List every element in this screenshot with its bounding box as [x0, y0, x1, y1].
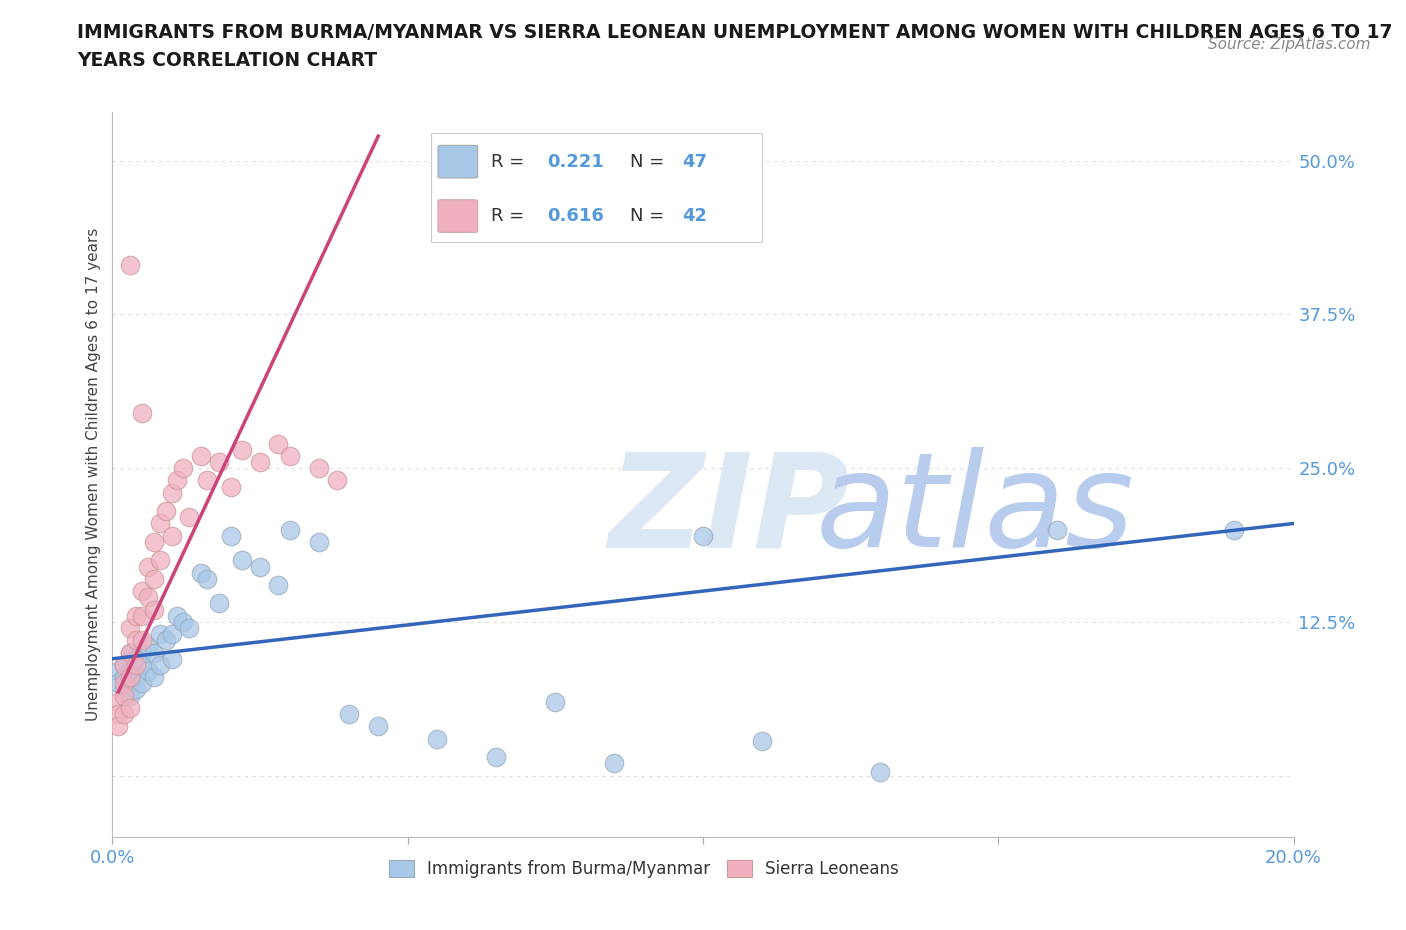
- Point: [308, 460, 330, 475]
- Point: [136, 590, 159, 604]
- Point: [249, 559, 271, 574]
- Point: [149, 516, 172, 531]
- Point: [120, 645, 142, 660]
- Point: [112, 676, 135, 691]
- Point: [179, 510, 201, 525]
- Point: [120, 676, 142, 691]
- Point: [142, 645, 165, 660]
- Point: [120, 620, 142, 635]
- Point: [131, 405, 153, 420]
- Point: [1046, 522, 1069, 537]
- Point: [149, 627, 172, 642]
- Point: [231, 553, 253, 568]
- Point: [125, 658, 148, 672]
- Point: [125, 670, 148, 684]
- Point: [112, 707, 135, 722]
- Point: [172, 460, 194, 475]
- Point: [278, 522, 301, 537]
- Legend: Immigrants from Burma/Myanmar, Sierra Leoneans: Immigrants from Burma/Myanmar, Sierra Le…: [381, 852, 907, 886]
- Point: [131, 676, 153, 691]
- Point: [107, 676, 129, 691]
- Point: [278, 448, 301, 463]
- Text: ZIP: ZIP: [609, 447, 851, 574]
- Point: [107, 707, 129, 722]
- Point: [219, 479, 242, 494]
- Point: [120, 688, 142, 703]
- Text: atlas: atlas: [815, 447, 1135, 574]
- Point: [131, 608, 153, 623]
- Point: [603, 756, 626, 771]
- Point: [267, 436, 290, 451]
- Point: [160, 485, 183, 500]
- Point: [426, 731, 449, 746]
- Point: [326, 473, 349, 488]
- Point: [208, 596, 231, 611]
- Point: [155, 632, 177, 647]
- Point: [136, 559, 159, 574]
- Point: [160, 528, 183, 543]
- Point: [136, 664, 159, 679]
- Point: [107, 664, 129, 679]
- Point: [112, 688, 135, 703]
- Point: [120, 664, 142, 679]
- Point: [544, 695, 567, 710]
- Point: [195, 473, 218, 488]
- Point: [160, 627, 183, 642]
- Point: [120, 258, 142, 272]
- Point: [751, 734, 773, 749]
- Point: [267, 578, 290, 592]
- Point: [131, 584, 153, 599]
- Point: [107, 695, 129, 710]
- Point: [120, 670, 142, 684]
- Point: [1223, 522, 1246, 537]
- Point: [136, 639, 159, 654]
- Point: [179, 620, 201, 635]
- Point: [249, 455, 271, 470]
- Point: [112, 670, 135, 684]
- Point: [869, 764, 891, 779]
- Point: [131, 658, 153, 672]
- Point: [155, 504, 177, 519]
- Point: [190, 565, 212, 580]
- Point: [120, 700, 142, 715]
- Point: [131, 645, 153, 660]
- Point: [195, 571, 218, 586]
- Point: [160, 651, 183, 666]
- Point: [166, 473, 188, 488]
- Point: [485, 750, 508, 764]
- Point: [166, 608, 188, 623]
- Point: [125, 682, 148, 697]
- Y-axis label: Unemployment Among Women with Children Ages 6 to 17 years: Unemployment Among Women with Children A…: [86, 228, 101, 721]
- Point: [149, 553, 172, 568]
- Point: [107, 719, 129, 734]
- Point: [112, 658, 135, 672]
- Point: [112, 658, 135, 672]
- Text: IMMIGRANTS FROM BURMA/MYANMAR VS SIERRA LEONEAN UNEMPLOYMENT AMONG WOMEN WITH CH: IMMIGRANTS FROM BURMA/MYANMAR VS SIERRA …: [77, 23, 1393, 42]
- Point: [142, 571, 165, 586]
- Point: [131, 632, 153, 647]
- Point: [142, 535, 165, 550]
- Point: [112, 682, 135, 697]
- Text: Source: ZipAtlas.com: Source: ZipAtlas.com: [1208, 37, 1371, 52]
- Point: [367, 719, 389, 734]
- Point: [125, 632, 148, 647]
- Point: [337, 707, 360, 722]
- Point: [125, 608, 148, 623]
- Point: [208, 455, 231, 470]
- Point: [308, 535, 330, 550]
- Point: [120, 645, 142, 660]
- Point: [692, 528, 714, 543]
- Point: [125, 651, 148, 666]
- Point: [219, 528, 242, 543]
- Text: YEARS CORRELATION CHART: YEARS CORRELATION CHART: [77, 51, 377, 70]
- Point: [172, 615, 194, 630]
- Point: [142, 670, 165, 684]
- Point: [231, 443, 253, 458]
- Point: [149, 658, 172, 672]
- Point: [142, 602, 165, 617]
- Point: [190, 448, 212, 463]
